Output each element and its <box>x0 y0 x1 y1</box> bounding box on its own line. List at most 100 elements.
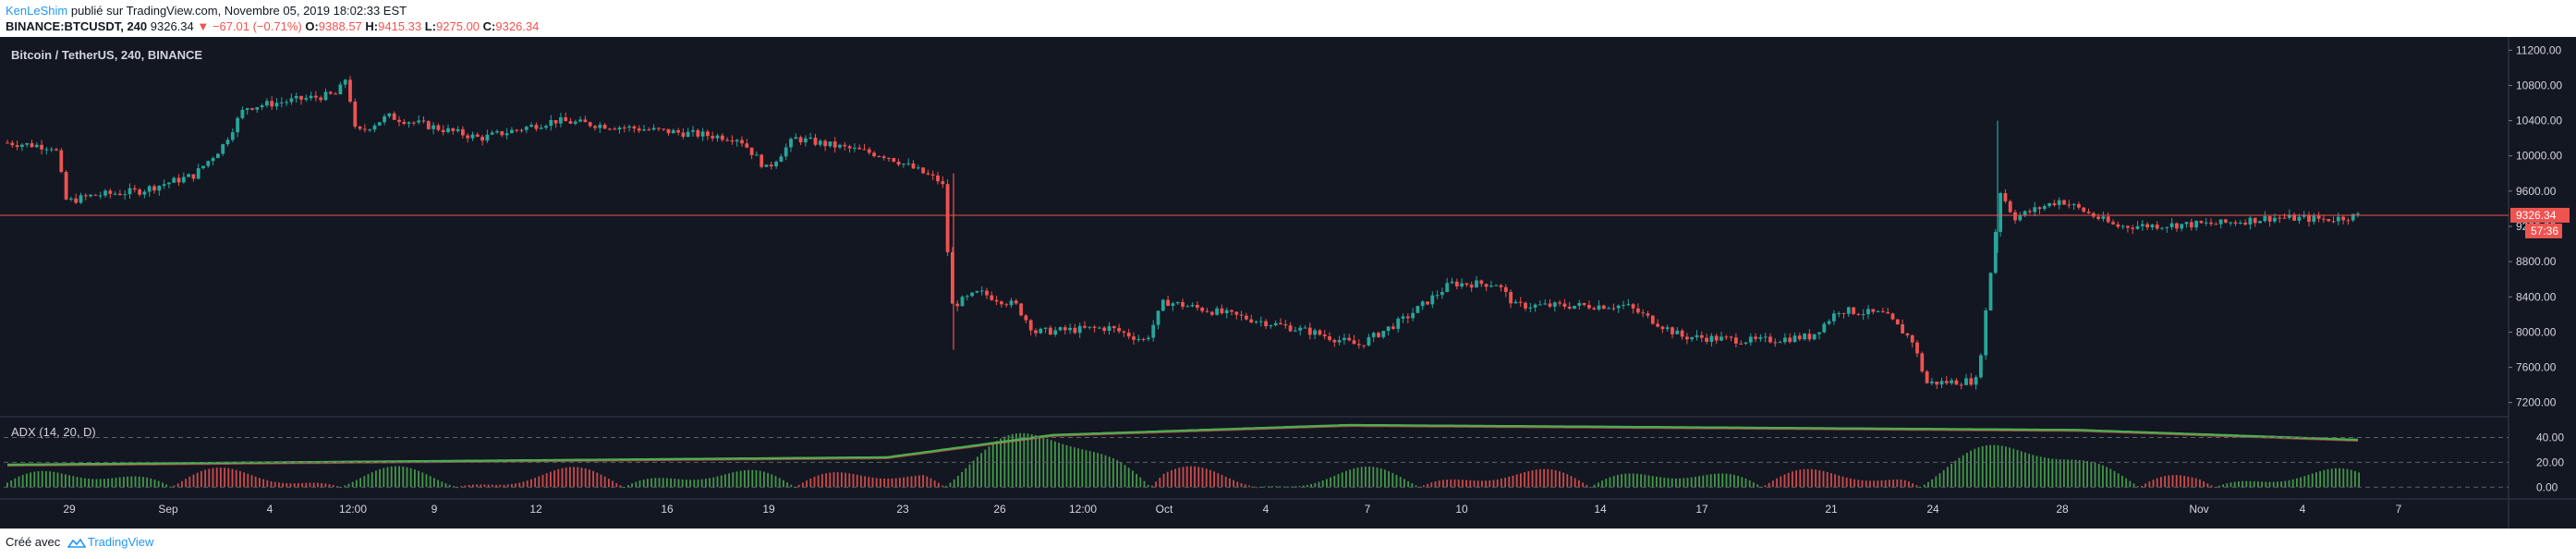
candle-body <box>314 95 318 98</box>
price-axis[interactable]: 11200.00 10800.00 10400.00 10000.00 9600.00 9… <box>2509 43 2562 409</box>
adx-hist-bar <box>1263 486 1266 488</box>
adx-hist-bar <box>1908 481 1910 488</box>
adx-hist-bar <box>2035 456 2038 488</box>
adx-hist-bar <box>1601 480 1603 488</box>
adx-hist-bar <box>1966 453 1968 488</box>
adx-hist-bar <box>1023 432 1026 488</box>
adx-hist-bar <box>883 478 885 488</box>
adx-hist-bar <box>1702 475 1705 488</box>
candle-body <box>1832 313 1836 322</box>
adx-hist-bar <box>406 467 408 488</box>
adx-hist-bar <box>1989 444 1991 488</box>
candle-body <box>740 140 744 144</box>
adx-hist-bar <box>444 483 447 488</box>
candle-body <box>1871 309 1876 312</box>
chart-svg[interactable]: 11200.00 10800.00 10400.00 10000.00 9600.00 9… <box>0 37 2576 529</box>
adx-hist-bar <box>247 473 249 488</box>
candle-body <box>691 129 695 132</box>
adx-hist-bar <box>2261 481 2263 488</box>
adx-hist-bar <box>1764 485 1767 488</box>
candle-body <box>2077 203 2081 208</box>
adx-hist-bar <box>2272 481 2275 488</box>
time-tick-label: 7 <box>1365 503 1371 516</box>
adx-hist-bar <box>1927 481 1929 488</box>
adx-hist-bar <box>949 482 952 488</box>
candle-body <box>2224 219 2228 223</box>
adx-hist-bar <box>767 472 769 488</box>
adx-hist-bar <box>961 471 963 488</box>
adx-hist-bar <box>1900 479 1902 488</box>
candle-body <box>1205 310 1209 312</box>
adx-hist-bar <box>2249 480 2252 488</box>
published-text: publié sur TradingView.com, Novembre 05,… <box>70 4 407 18</box>
candle-body <box>446 128 450 132</box>
candle-body <box>152 186 156 191</box>
adx-hist-bar <box>1062 444 1064 488</box>
adx-hist-bar <box>1841 476 1844 488</box>
candle-body <box>1592 308 1597 310</box>
adx-hist-bar <box>1780 476 1782 488</box>
candle-body <box>1435 295 1440 297</box>
adx-hist-bar <box>196 472 199 488</box>
time-tick-label: 23 <box>896 503 909 516</box>
candle-body <box>1014 300 1018 304</box>
adx-hist-bar <box>2044 457 2046 488</box>
author-link[interactable]: KenLeShim <box>6 4 68 18</box>
candle-body <box>1279 322 1282 324</box>
adx-hist-bar <box>367 474 370 488</box>
adx-hist-bar <box>1725 473 1728 488</box>
adx-axis[interactable]: 40.00 20.00 0.00 <box>4 431 2564 494</box>
adx-hist-bar <box>926 476 929 488</box>
candle-body <box>93 194 98 196</box>
adx-hist-bar <box>1612 476 1615 488</box>
adx-hist-bar <box>716 476 719 488</box>
candle-body <box>1601 305 1606 310</box>
adx-hist-bar <box>809 478 812 488</box>
candle-body <box>412 122 416 124</box>
candle-body <box>936 175 940 182</box>
candle-body <box>230 132 235 140</box>
adx-hist-bar <box>1360 467 1363 488</box>
candle-body <box>979 290 984 292</box>
adx-hist-bar <box>1345 470 1347 488</box>
adx-hist-bar <box>1531 470 1534 488</box>
adx-hist-bar <box>56 472 59 488</box>
open-value: 9388.57 <box>318 19 362 33</box>
countdown-badge-bg <box>2525 223 2562 238</box>
adx-hist-bar <box>293 483 296 488</box>
adx-hist-bar <box>1395 474 1398 488</box>
adx-hist-bar <box>1030 433 1033 488</box>
adx-hist-bar <box>421 472 424 488</box>
adx-hist-bar <box>1679 478 1681 488</box>
adx-hist-bar <box>2039 456 2042 488</box>
adx-hist-bar <box>880 478 881 488</box>
adx-hist-bar <box>2102 465 2104 488</box>
adx-hist-bar <box>204 469 206 488</box>
adx-hist-bar <box>499 484 502 488</box>
candle-body <box>818 140 822 145</box>
time-axis[interactable]: 29 Sep 4 12:00 9 12 16 19 23 26 12:00 Oct 4 7 10 14 17 21… <box>63 503 2401 516</box>
adx-hist-bar <box>72 476 75 488</box>
candle-body <box>187 174 190 177</box>
adx-hist-bar <box>2280 481 2282 488</box>
candle-body <box>2067 204 2072 206</box>
candle-body <box>260 105 264 108</box>
tradingview-brand-link[interactable]: TradingView <box>87 535 154 549</box>
candle-body <box>916 167 920 169</box>
chart-container[interactable]: 11200.00 10800.00 10400.00 10000.00 9600.00 9… <box>0 37 2576 529</box>
adx-hist-bar <box>686 480 687 488</box>
candle-body <box>1524 302 1527 309</box>
candle-body <box>1881 310 1885 312</box>
adx-hist-bar <box>860 475 862 488</box>
adx-hist-bar <box>1318 481 1320 488</box>
adx-hist-bar <box>1465 480 1467 488</box>
adx-hist-bar <box>487 484 490 488</box>
candle-body <box>1269 325 1273 327</box>
adx-hist-bar <box>1065 444 1068 488</box>
adx-hist-bar <box>480 484 482 488</box>
adx-hist-bar <box>2230 482 2232 488</box>
adx-hist-bar <box>526 480 529 488</box>
adx-hist-bar <box>88 479 90 488</box>
adx-hist-bar <box>49 471 51 488</box>
candle-body <box>794 137 798 140</box>
